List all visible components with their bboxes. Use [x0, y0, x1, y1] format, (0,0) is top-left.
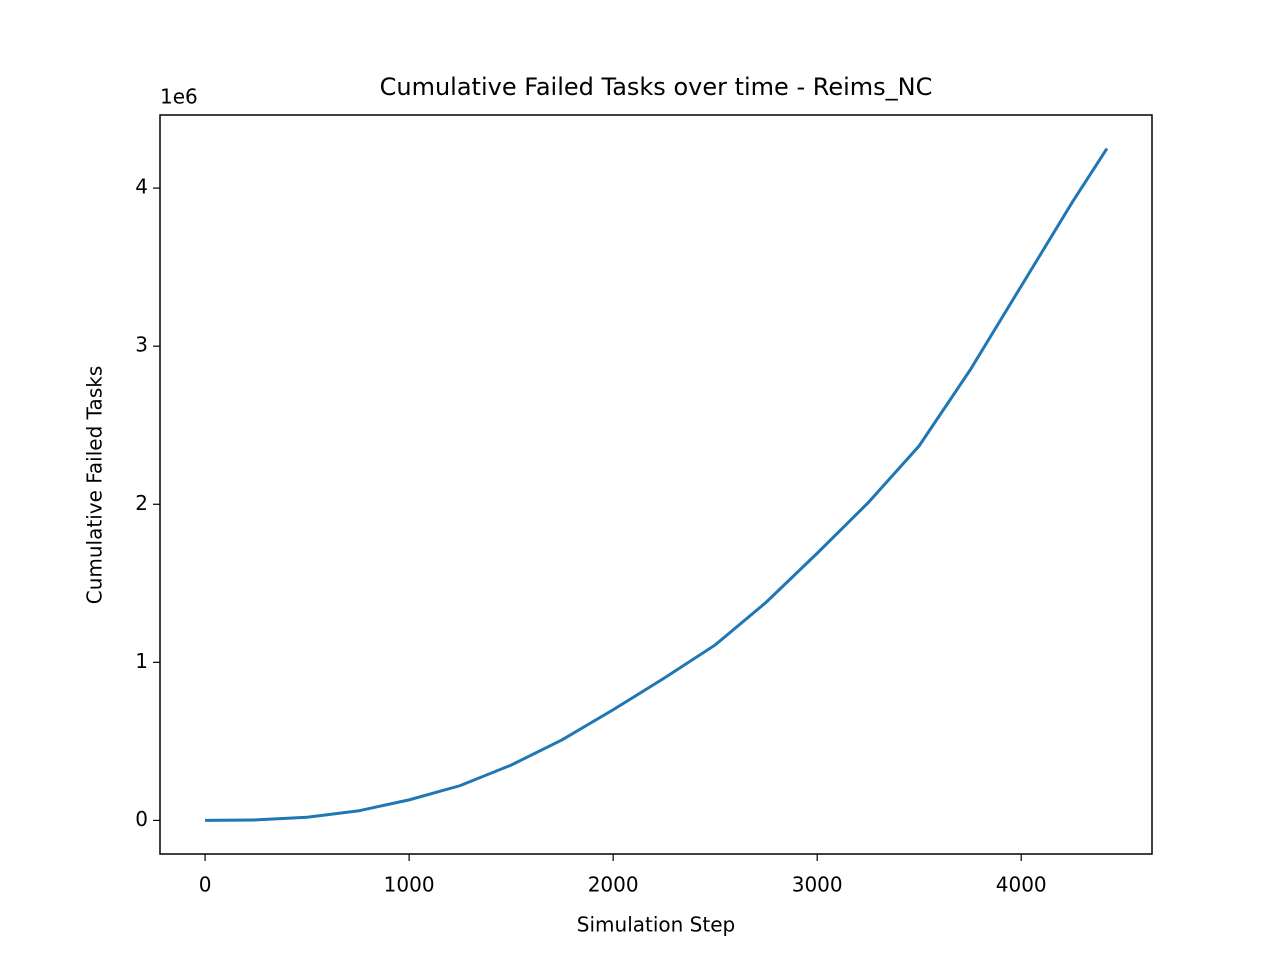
y-tick-label: 4	[135, 175, 148, 199]
x-tick-label: 0	[199, 873, 212, 897]
y-tick-label: 1	[135, 649, 148, 673]
y-axis-label: Cumulative Failed Tasks	[83, 366, 107, 605]
y-tick-label: 0	[135, 807, 148, 831]
x-tick-label: 1000	[384, 873, 435, 897]
chart-title: Cumulative Failed Tasks over time - Reim…	[380, 73, 933, 101]
plot-frame	[159, 114, 1153, 855]
y-offset-label: 1e6	[160, 85, 198, 109]
y-tick-label: 3	[135, 333, 148, 357]
y-tick-label: 2	[135, 491, 148, 515]
x-tick-label: 3000	[792, 873, 843, 897]
x-tick-label: 2000	[588, 873, 639, 897]
x-tick-label: 4000	[996, 873, 1047, 897]
data-line	[205, 147, 1109, 822]
x-axis-label: Simulation Step	[577, 913, 735, 937]
